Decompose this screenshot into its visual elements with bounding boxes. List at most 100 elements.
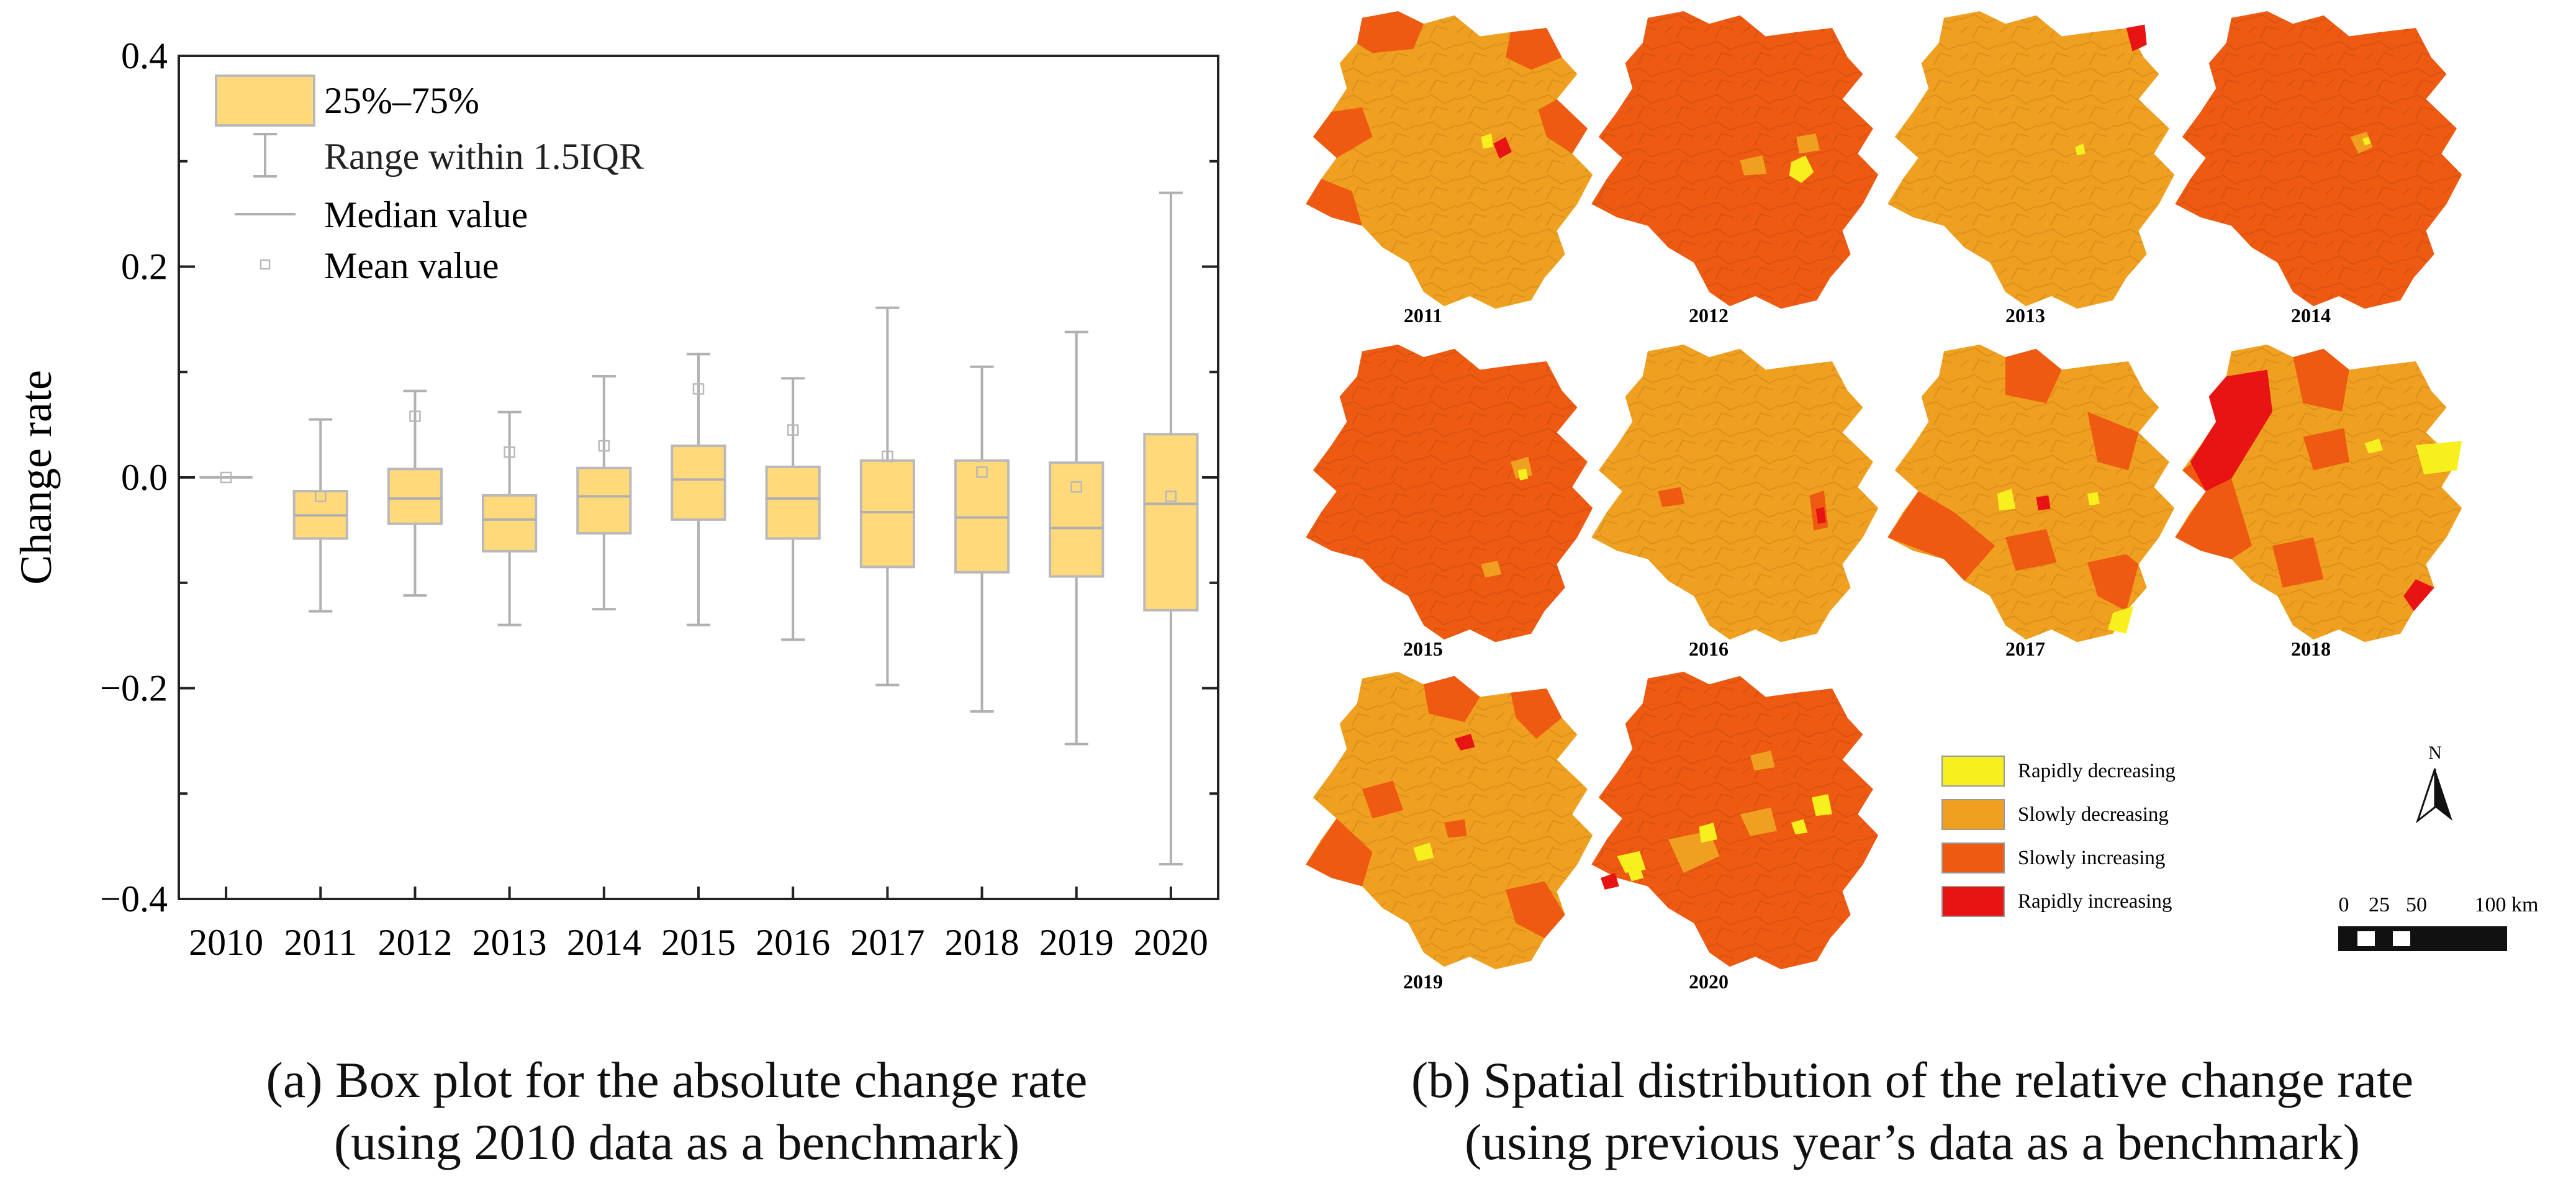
map-label-2020: 2020	[1689, 970, 1729, 993]
x-tick-label: 2011	[284, 922, 357, 963]
x-tick-label: 2014	[567, 922, 641, 963]
legend-label-iqr: 25%–75%	[324, 80, 479, 121]
map-label-2018: 2018	[2291, 638, 2331, 660]
map-2013	[1887, 11, 2175, 309]
scale-label-50: 50	[2406, 893, 2427, 916]
map-legend-label: Rapidly increasing	[2018, 890, 2172, 913]
scale-bar: 0 25 50 100 km	[2338, 893, 2538, 951]
map-2012	[1591, 11, 1879, 309]
map-label-2017: 2017	[2005, 638, 2045, 660]
map-2011	[1306, 11, 1593, 309]
box-2015	[671, 353, 726, 626]
iqr-box	[387, 467, 443, 525]
mean-marker	[976, 466, 988, 478]
legend-item-mean: Mean value	[260, 245, 499, 286]
map-legend-rapidly-decreasing: Rapidly decreasing	[1941, 756, 2176, 787]
mean-marker	[315, 490, 327, 502]
y-tick-labels: −0.4 −0.2 0.0 0.2 0.4	[100, 35, 168, 919]
box-series	[199, 191, 1199, 865]
map-legend-rapidly-increasing: Rapidly increasing	[1941, 886, 2172, 917]
caption-a-line2: (using 2010 data as a benchmark)	[333, 1114, 1020, 1170]
north-label: N	[2428, 743, 2442, 763]
box-2016	[765, 377, 821, 641]
map-label-2016: 2016	[1689, 638, 1729, 660]
iqr-box	[482, 494, 538, 553]
box-2018	[954, 365, 1010, 713]
map-label-2014: 2014	[2291, 304, 2331, 327]
box-2012	[387, 389, 443, 597]
iqr-box	[671, 445, 726, 521]
mean-marker	[787, 424, 799, 436]
x-tick-label: 2015	[661, 922, 736, 963]
caption-b-line1: (b) Spatial distribution of the relative…	[1411, 1052, 2414, 1108]
caption-a: (a) Box plot for the absolute change rat…	[87, 1049, 1267, 1173]
iqr-box	[576, 466, 632, 535]
x-tick-label: 2010	[189, 922, 263, 963]
x-tick-label: 2017	[850, 922, 924, 963]
x-tick-label: 2018	[945, 922, 1019, 963]
map-panel: 2011 2012 2013 2014 2015 2016 2017 2018 …	[1306, 11, 2538, 993]
box-2020	[1143, 191, 1199, 865]
caption-b-line2: (using previous year’s data as a benchma…	[1464, 1114, 2361, 1170]
y-tick-label: −0.4	[100, 878, 168, 919]
north-arrow-icon: N	[2415, 743, 2452, 824]
iqr-box	[1143, 433, 1199, 612]
mean-marker	[409, 410, 421, 422]
plot-frame	[178, 55, 1219, 900]
legend-label-mean: Mean value	[324, 245, 499, 286]
map-label-2019: 2019	[1403, 970, 1443, 993]
mean-marker	[692, 383, 705, 395]
map-2016	[1591, 345, 1879, 643]
box-plot-panel: −0.4−0.20.00.20.4 2010 2011 2012 2013 2014 20…	[11, 35, 1219, 963]
caption-a-line1: (a) Box plot for the absolute change rat…	[266, 1052, 1088, 1108]
map-legend: Rapidly decreasing Slowly decreasing Slo…	[1941, 756, 2176, 917]
legend-label-whisker: Range within 1.5IQR	[324, 136, 644, 177]
box-2010	[199, 471, 253, 484]
scale-label-25: 25	[2369, 893, 2390, 916]
x-tick-labels: 2010 2011 2012 2013 2014 2015 2016 2017 2018 2019…	[189, 922, 1208, 963]
iqr-box	[1049, 461, 1105, 578]
map-label-2015: 2015	[1403, 638, 1443, 660]
map-year-labels: 2011 2012 2013 2014 2015 2016 2017 2018 …	[1403, 304, 2331, 993]
y-tick-label: 0.4	[121, 35, 168, 76]
box-2017	[859, 306, 915, 687]
legend-label-median: Median value	[324, 194, 528, 235]
legend-item-median: Median value	[235, 194, 528, 235]
map-2019	[1306, 672, 1593, 970]
mean-marker	[1165, 490, 1177, 502]
map-legend-slowly-decreasing: Slowly decreasing	[1941, 799, 2169, 830]
mean-marker	[598, 440, 610, 452]
map-2015	[1306, 345, 1593, 643]
map-2020	[1591, 672, 1879, 970]
map-legend-label: Slowly decreasing	[2018, 803, 2169, 826]
box-2011	[292, 418, 348, 613]
iqr-box	[859, 459, 915, 569]
y-axis-label: Change rate	[11, 370, 61, 585]
mean-marker	[882, 450, 893, 463]
map-legend-label: Rapidly decreasing	[2018, 760, 2176, 782]
map-legend-label: Slowly increasing	[2018, 847, 2165, 869]
map-label-2012: 2012	[1689, 304, 1729, 327]
mean-marker	[504, 446, 515, 458]
map-label-2013: 2013	[2005, 304, 2045, 327]
mean-marker	[1070, 481, 1082, 493]
x-tick-label: 2016	[756, 922, 830, 963]
x-tick-label: 2012	[377, 922, 452, 963]
map-2017	[1887, 345, 2175, 643]
mean-marker	[220, 471, 232, 484]
legend-item-iqr-box: 25%–75%	[215, 74, 479, 127]
box-2019	[1049, 330, 1105, 746]
map-legend-slowly-increasing: Slowly increasing	[1941, 842, 2165, 874]
caption-b: (b) Spatial distribution of the relative…	[1291, 1049, 2533, 1173]
y-tick-label: 0.2	[121, 246, 168, 287]
map-2018	[2175, 345, 2462, 643]
legend-item-whisker: Range within 1.5IQR	[253, 133, 644, 178]
box-2014	[576, 375, 632, 611]
y-tick-label: −0.2	[100, 668, 168, 709]
scale-label-0: 0	[2339, 893, 2349, 916]
chart-legend: 25%–75% Range within 1.5IQR Median value…	[215, 74, 644, 286]
x-tick-label: 2019	[1039, 922, 1114, 963]
x-tick-label: 2020	[1134, 922, 1208, 963]
map-2014	[2175, 11, 2462, 309]
